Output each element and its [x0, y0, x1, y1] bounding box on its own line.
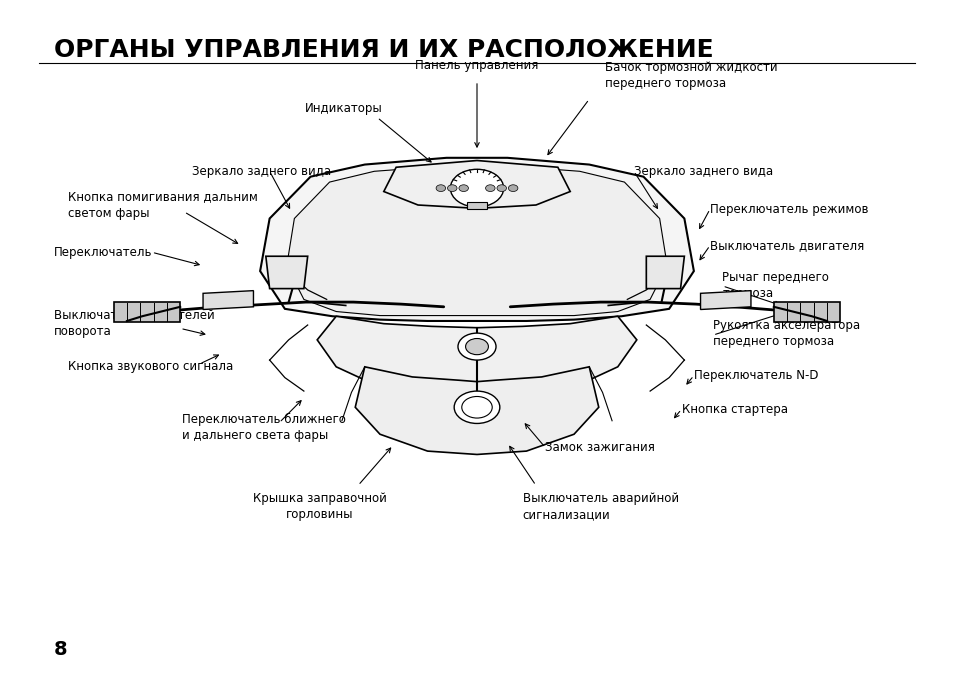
Polygon shape [383, 160, 570, 209]
Text: Кнопка помигивания дальним
светом фары: Кнопка помигивания дальним светом фары [68, 190, 257, 219]
Text: Переключатель N-D: Переключатель N-D [693, 369, 818, 382]
Text: Зеркало заднего вида: Зеркало заднего вида [634, 165, 772, 178]
Polygon shape [266, 257, 308, 288]
Bar [467, 202, 486, 209]
Text: Панель управления: Панель управления [415, 59, 538, 72]
Polygon shape [355, 367, 598, 454]
Circle shape [457, 333, 496, 360]
Text: Крышка заправочной
горловины: Крышка заправочной горловины [253, 492, 387, 521]
Polygon shape [700, 290, 750, 309]
Circle shape [436, 185, 445, 192]
Text: Переключатель: Переключатель [53, 246, 152, 259]
Text: Выключатель аварийной
сигнализации: Выключатель аварийной сигнализации [522, 492, 679, 521]
Text: Кнопка стартера: Кнопка стартера [680, 403, 786, 416]
Circle shape [465, 338, 488, 355]
Text: Индикаторы: Индикаторы [305, 102, 382, 114]
Polygon shape [260, 158, 693, 321]
Circle shape [450, 169, 503, 207]
Polygon shape [287, 166, 666, 315]
Circle shape [485, 185, 495, 192]
Text: Зеркало заднего вида: Зеркало заднего вида [192, 165, 331, 178]
Circle shape [454, 391, 499, 423]
Text: 8: 8 [53, 640, 68, 659]
Polygon shape [316, 316, 637, 395]
Polygon shape [203, 290, 253, 309]
Text: Рукоятка акселератора
переднего тормоза: Рукоятка акселератора переднего тормоза [712, 319, 859, 347]
Circle shape [458, 185, 468, 192]
Text: ОРГАНЫ УПРАВЛЕНИЯ И ИХ РАСПОЛОЖЕНИЕ: ОРГАНЫ УПРАВЛЕНИЯ И ИХ РАСПОЛОЖЕНИЕ [53, 39, 713, 62]
Polygon shape [645, 257, 683, 288]
Text: Замок зажигания: Замок зажигания [545, 441, 655, 454]
Circle shape [508, 185, 517, 192]
Text: Переключатель ближнего
и дальнего света фары: Переключатель ближнего и дальнего света … [182, 413, 346, 442]
Text: Кнопка звукового сигнала: Кнопка звукового сигнала [68, 360, 233, 373]
Text: Рычаг переднего
тормоза: Рычаг переднего тормоза [721, 271, 828, 301]
Text: Переключатель режимов: Переключатель режимов [709, 202, 867, 215]
Circle shape [497, 185, 506, 192]
Polygon shape [113, 302, 180, 322]
Text: Бачок тормозной жидкости
переднего тормоза: Бачок тормозной жидкости переднего тормо… [605, 62, 778, 91]
Text: Выключатель двигателя: Выключатель двигателя [709, 239, 863, 252]
Circle shape [447, 185, 456, 192]
Text: Выключатель указателей
поворота: Выключатель указателей поворота [53, 309, 214, 338]
Polygon shape [773, 302, 840, 322]
